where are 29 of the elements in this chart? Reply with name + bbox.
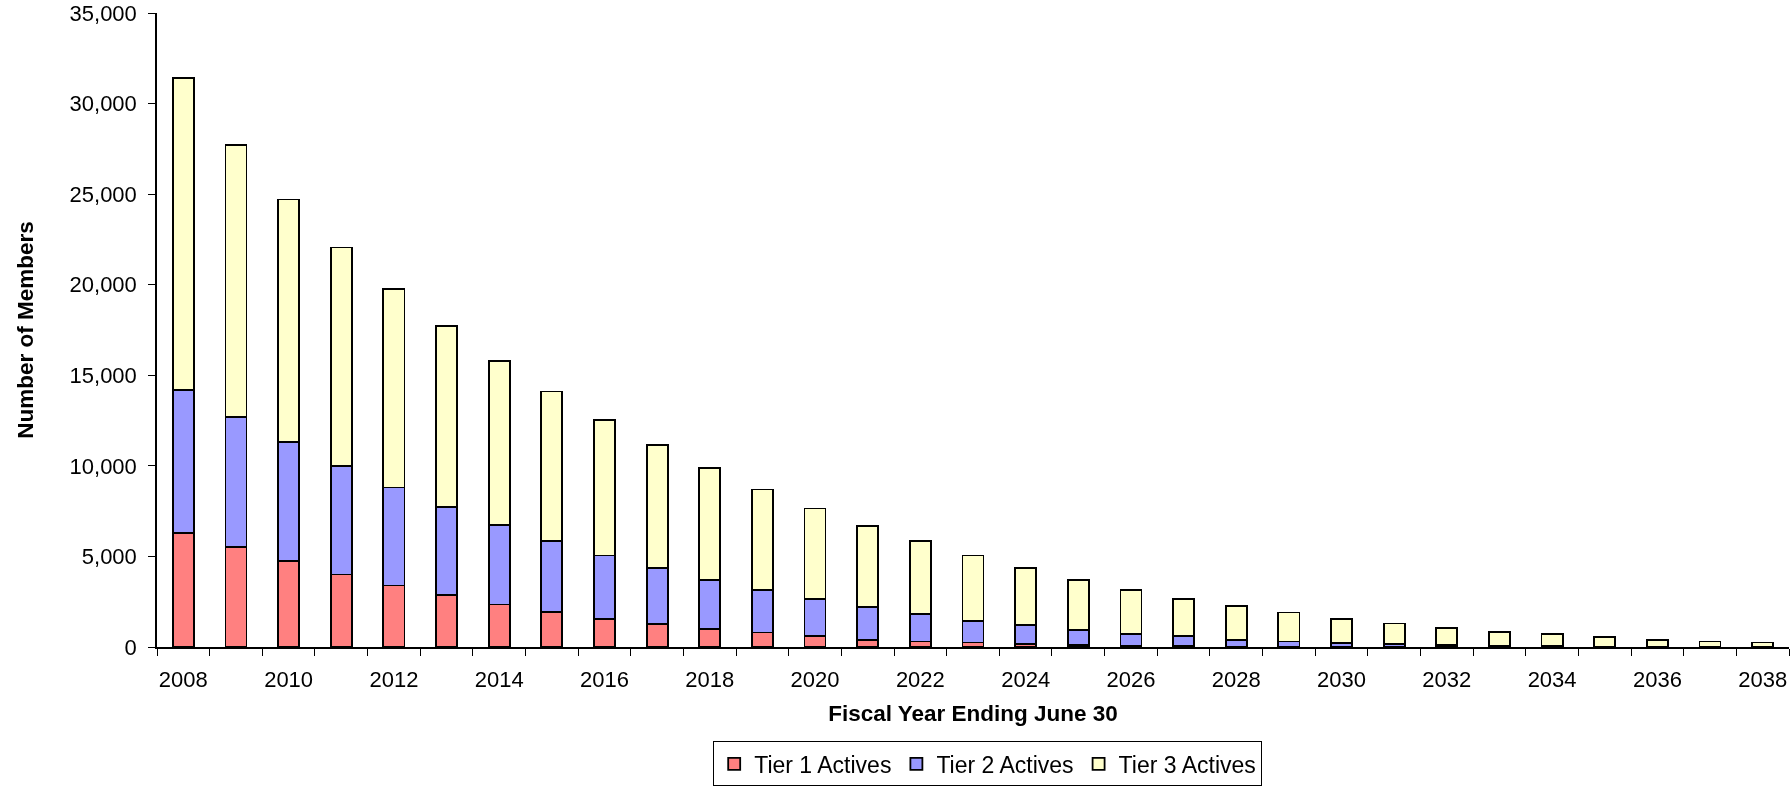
y-tick-label: 20,000	[69, 272, 137, 298]
y-tick-label: 10,000	[69, 453, 137, 479]
y-tick-label: 35,000	[69, 0, 137, 26]
x-tick-label: 2034	[1527, 667, 1577, 693]
x-tick-label: 2016	[580, 667, 629, 693]
legend-label: Tier 3 Actives	[1118, 751, 1256, 778]
x-tick-label: 2026	[1106, 667, 1156, 693]
x-axis-title: Fiscal Year Ending June 30	[828, 700, 1118, 726]
x-tick-label: 2028	[1211, 667, 1261, 693]
x-tick-label: 2014	[474, 667, 524, 693]
x-tick-label: 2024	[1001, 667, 1051, 693]
x-tick-label: 2036	[1632, 667, 1682, 693]
y-tick-label: 30,000	[69, 91, 137, 117]
x-tick-label: 2008	[158, 667, 208, 693]
x-tick-label: 2030	[1317, 667, 1366, 693]
x-tick-label: 2010	[264, 667, 314, 693]
x-tick-label: 2022	[895, 667, 945, 693]
y-tick-label: 15,000	[69, 362, 137, 388]
x-tick-label: 2018	[685, 667, 735, 693]
y-axis-title: Number of Members	[12, 221, 38, 439]
legend-label: Tier 2 Actives	[936, 751, 1074, 778]
y-tick-label: 25,000	[69, 181, 137, 207]
y-tick-label: 0	[124, 634, 137, 660]
x-tick-label: 2020	[790, 667, 840, 693]
legend-label: Tier 1 Actives	[754, 751, 892, 778]
y-tick-label: 5,000	[81, 544, 137, 570]
x-tick-label: 2032	[1422, 667, 1472, 693]
x-tick-label: 2012	[369, 667, 419, 693]
x-tick-label: 2038	[1738, 667, 1788, 693]
